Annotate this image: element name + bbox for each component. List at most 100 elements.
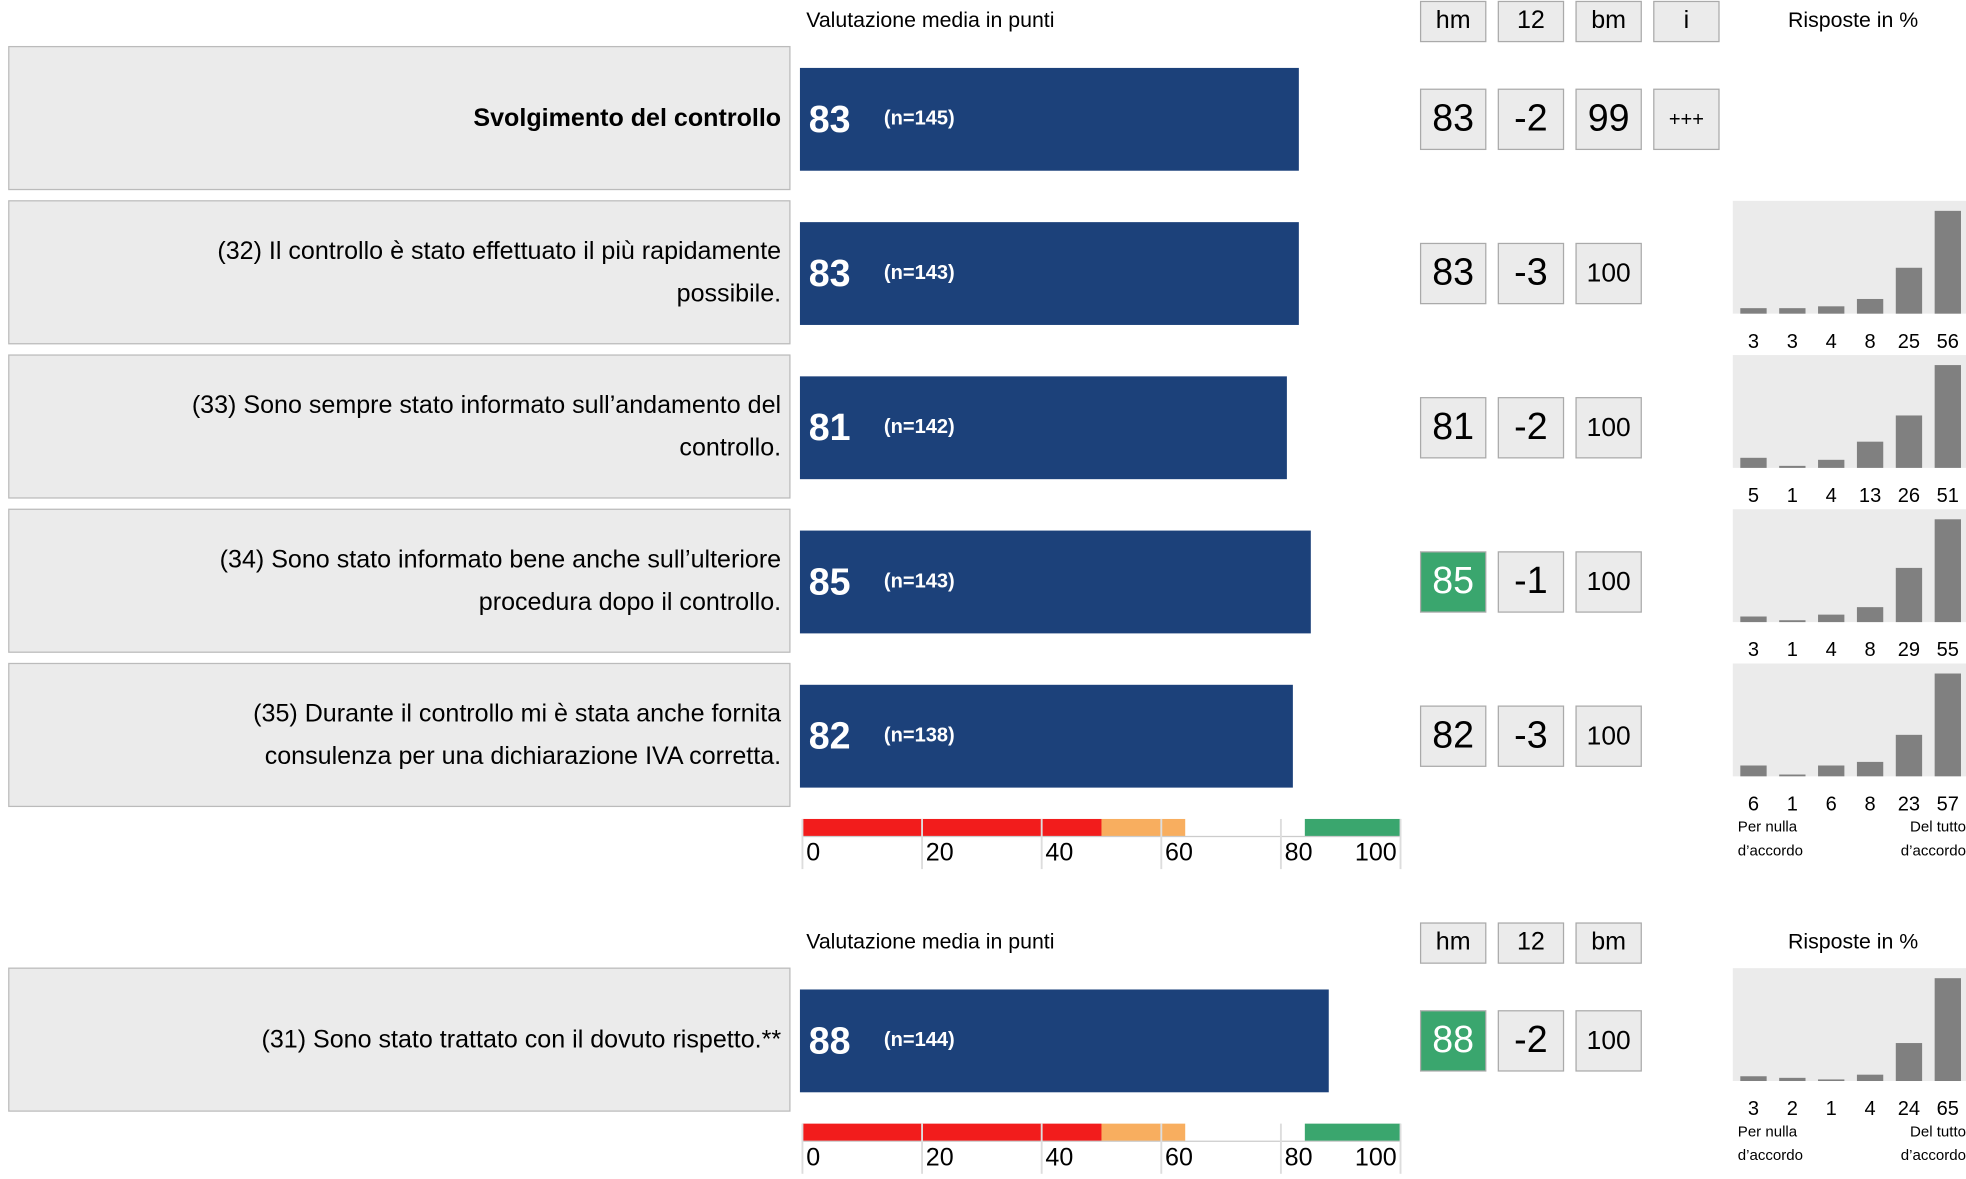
- scale-tick-label: 0: [806, 1143, 820, 1171]
- row-label-box: [8, 354, 791, 499]
- row-label-box: [8, 967, 791, 1112]
- i-value: +++: [1669, 109, 1704, 131]
- row-label: (31) Sono stato trattato con il dovuto r…: [261, 1026, 781, 1054]
- scale-band: [1101, 818, 1186, 837]
- response-bar: [1779, 774, 1806, 777]
- scale-band: [802, 1123, 1102, 1142]
- hm-value: 83: [1432, 251, 1474, 293]
- row-label: Svolgimento del controllo: [473, 104, 781, 132]
- hm-box: [1419, 705, 1487, 767]
- column-header: hm: [1436, 928, 1471, 956]
- response-value: 4: [1826, 485, 1837, 507]
- row-label: (32) Il controllo è stato effettuato il …: [217, 237, 781, 265]
- column-header-box: [1419, 922, 1487, 964]
- score-value: 85: [809, 560, 851, 602]
- response-bar: [1779, 308, 1806, 314]
- row-label: (33) Sono sempre stato informato sull’an…: [192, 391, 781, 419]
- response-end-label: Del tutto: [1910, 1123, 1966, 1140]
- score-value: 88: [809, 1019, 851, 1061]
- sample-size: (n=138): [884, 725, 955, 747]
- delta-value: -2: [1514, 97, 1547, 139]
- column-header: hm: [1436, 6, 1471, 34]
- score-value: 83: [809, 252, 851, 294]
- response-bar: [1895, 1043, 1923, 1082]
- response-value: 4: [1826, 331, 1837, 353]
- bm-box: [1575, 551, 1642, 613]
- response-end-label: d’accordo: [1738, 843, 1803, 860]
- response-value: 24: [1898, 1098, 1920, 1120]
- bm-value: 100: [1587, 566, 1631, 596]
- bm-box: [1575, 1010, 1642, 1072]
- histogram-bg: [1732, 200, 1966, 314]
- bm-value: 100: [1587, 258, 1631, 288]
- response-bar: [1934, 519, 1961, 623]
- score-bar: [799, 989, 1329, 1093]
- row-label-box: [8, 508, 791, 653]
- response-value: 1: [1787, 639, 1798, 661]
- score-bar: [799, 376, 1287, 480]
- response-value: 1: [1826, 1098, 1837, 1120]
- column-header: i: [1684, 6, 1690, 34]
- response-end-label: Per nulla: [1738, 1123, 1798, 1140]
- response-bar: [1856, 1074, 1884, 1082]
- row-label-box: [8, 200, 791, 345]
- scale-band: [1304, 1123, 1401, 1142]
- scale-tick-label: 60: [1165, 1143, 1193, 1171]
- response-value: 1: [1787, 793, 1798, 815]
- row-label: consulenza per una dichiarazione IVA cor…: [265, 742, 781, 770]
- response-bar: [1934, 673, 1961, 777]
- column-header-box: [1653, 0, 1720, 43]
- response-bar: [1856, 298, 1884, 314]
- response-bar: [1740, 308, 1767, 314]
- response-bar: [1934, 210, 1961, 314]
- response-value: 3: [1787, 331, 1798, 353]
- response-bar: [1895, 267, 1923, 314]
- response-value: 4: [1826, 639, 1837, 661]
- response-bar: [1818, 459, 1845, 468]
- hm-value: 88: [1432, 1018, 1474, 1060]
- scale-tick-label: 20: [926, 1143, 954, 1171]
- response-bar: [1895, 734, 1923, 777]
- response-value: 3: [1748, 331, 1759, 353]
- histogram-bg: [1732, 355, 1966, 468]
- row-label: (34) Sono stato informato bene anche sul…: [220, 545, 781, 573]
- response-bar: [1856, 441, 1884, 468]
- response-value: 5: [1748, 485, 1759, 507]
- response-bar: [1856, 761, 1884, 777]
- score-bar: [799, 67, 1299, 171]
- score-value: 82: [809, 715, 851, 757]
- response-value: 29: [1898, 639, 1920, 661]
- response-bar: [1818, 306, 1845, 314]
- bm-box: [1575, 397, 1642, 459]
- response-value: 13: [1859, 485, 1881, 507]
- response-value: 56: [1937, 331, 1959, 353]
- scale-tick-label: 40: [1045, 1143, 1073, 1171]
- delta-value: -1: [1514, 559, 1547, 601]
- column-header: bm: [1591, 928, 1626, 956]
- delta-box: [1497, 242, 1565, 305]
- scale-tick-label: 20: [926, 839, 954, 867]
- response-value: 23: [1898, 793, 1920, 815]
- response-bar: [1818, 765, 1845, 777]
- sample-size: (n=143): [884, 570, 955, 592]
- response-bar: [1895, 567, 1923, 623]
- delta-box: [1497, 88, 1565, 151]
- response-end-label: Per nulla: [1738, 819, 1798, 836]
- response-value: 51: [1937, 485, 1959, 507]
- score-bar: [799, 222, 1299, 325]
- response-bar: [1779, 620, 1806, 623]
- delta-box: [1497, 551, 1565, 613]
- response-end-label: d’accordo: [1901, 843, 1966, 860]
- response-bar: [1895, 415, 1923, 468]
- delta-value: -3: [1514, 251, 1547, 293]
- score-bar: [799, 684, 1293, 788]
- response-value: 25: [1898, 331, 1920, 353]
- scale-tick-label: 80: [1285, 839, 1313, 867]
- column-header-box: [1497, 0, 1565, 43]
- scale-tick-label: 80: [1285, 1143, 1313, 1171]
- responses-title: Risposte in %: [1788, 930, 1918, 954]
- histogram-bg: [1732, 968, 1966, 1082]
- score-value: 83: [809, 98, 851, 140]
- bm-box: [1575, 88, 1642, 151]
- responses-title: Risposte in %: [1788, 8, 1918, 32]
